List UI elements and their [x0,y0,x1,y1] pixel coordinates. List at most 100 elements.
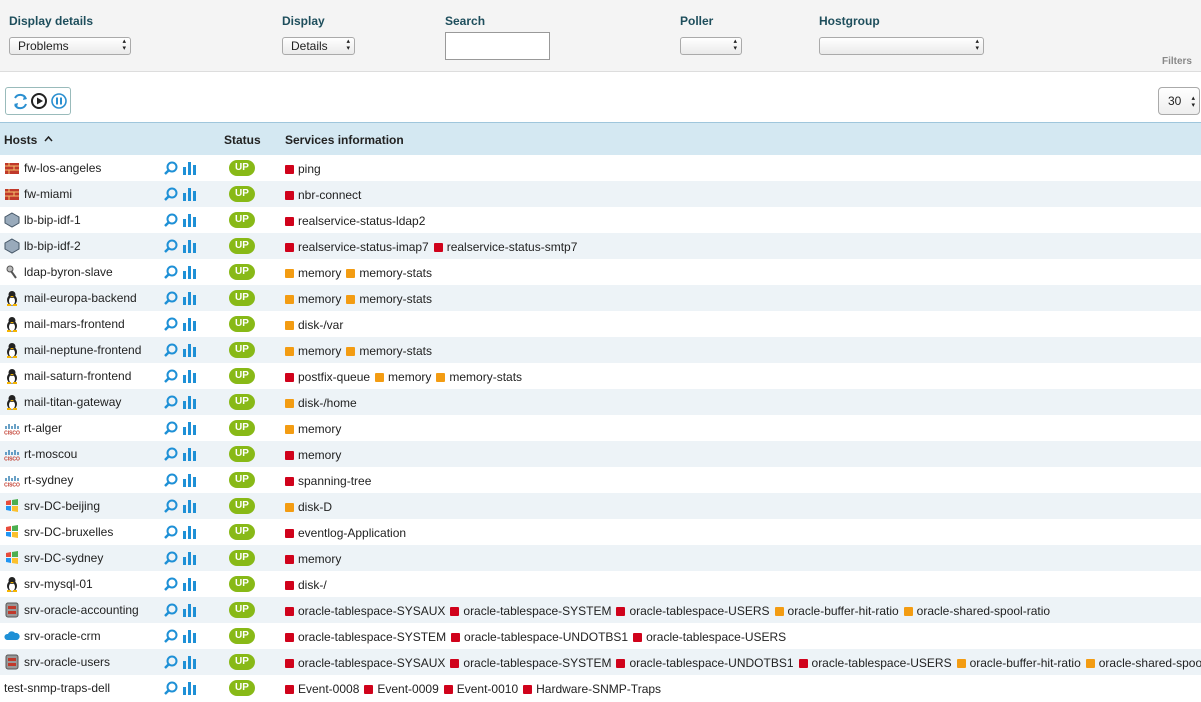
graph-icon[interactable] [183,577,196,594]
search-input[interactable] [445,32,550,60]
service[interactable]: oracle-tablespace-SYSAUX [285,604,445,618]
service-name[interactable]: memory-stats [359,266,433,280]
service[interactable]: disk-/home [285,396,357,410]
service[interactable]: oracle-shared-spool-ratio [903,604,1051,618]
graph-icon[interactable] [183,655,196,672]
service[interactable]: oracle-buffer-hit-ratio [956,656,1081,670]
service[interactable]: memory [285,266,341,280]
graph-icon[interactable] [183,421,196,438]
host-name[interactable]: srv-oracle-users [24,655,111,669]
service[interactable]: memory [285,292,341,306]
host-name[interactable]: srv-oracle-accounting [24,603,139,617]
host-name[interactable]: test-snmp-traps-dell [4,681,111,695]
host-details-icon[interactable] [164,603,178,620]
service-name[interactable]: Event-0010 [456,682,519,696]
service-name[interactable]: realservice-status-imap7 [298,240,429,254]
service-name[interactable]: memory [388,370,432,384]
service-name[interactable]: memory [298,344,342,358]
service-name[interactable]: memory-stats [449,370,523,384]
graph-icon[interactable] [183,265,196,282]
service[interactable]: postfix-queue [285,370,370,384]
graph-icon[interactable] [183,395,196,412]
service[interactable]: disk-/var [285,318,343,332]
host-name[interactable]: mail-titan-gateway [24,395,122,409]
graph-icon[interactable] [183,473,196,490]
service-name[interactable]: oracle-shared-spool-ratio [916,604,1051,618]
service-name[interactable]: memory-stats [359,344,433,358]
host-details-icon[interactable] [164,421,178,438]
service[interactable]: disk-/ [285,578,327,592]
service-name[interactable]: memory-stats [359,292,433,306]
service-name[interactable]: Hardware-SNMP-Traps [536,682,662,696]
graph-icon[interactable] [183,369,196,386]
service[interactable]: realservice-status-smtp7 [433,240,578,254]
service-name[interactable]: disk-/ [298,578,327,592]
host-name[interactable]: lb-bip-idf-2 [24,239,81,253]
service-name[interactable]: disk-/var [298,318,344,332]
service[interactable]: oracle-tablespace-USERS [633,630,786,644]
service-name[interactable]: oracle-tablespace-USERS [646,630,787,644]
host-details-icon[interactable] [164,369,178,386]
graph-icon[interactable] [183,447,196,464]
graph-icon[interactable] [183,187,196,204]
service-name[interactable]: spanning-tree [298,474,372,488]
host-details-icon[interactable] [164,473,178,490]
service[interactable]: memory [285,422,341,436]
service[interactable]: oracle-tablespace-USERS [616,604,770,618]
host-details-icon[interactable] [164,525,178,542]
host-name[interactable]: srv-DC-bruxelles [24,525,114,539]
select[interactable]: Details [282,37,355,55]
service-name[interactable]: Event-0008 [298,682,360,696]
graph-icon[interactable] [183,681,196,698]
host-name[interactable]: rt-alger [24,421,63,435]
service[interactable]: memory [285,344,341,358]
service[interactable]: Event-0008 [285,682,359,696]
select[interactable]: Problems [9,37,131,55]
graph-icon[interactable] [183,343,196,360]
host-details-icon[interactable] [164,447,178,464]
filters-tab[interactable]: Filters [1161,56,1192,67]
service[interactable]: oracle-shared-spool-ratio [1085,656,1201,670]
service[interactable]: Event-0009 [364,682,439,696]
service-name[interactable]: nbr-connect [298,188,362,202]
host-name[interactable]: mail-saturn-frontend [24,369,132,383]
service[interactable]: oracle-tablespace-SYSAUX [285,656,445,670]
host-details-icon[interactable] [164,499,178,516]
service[interactable]: oracle-tablespace-SYSTEM [450,656,611,670]
host-details-icon[interactable] [164,343,178,360]
service[interactable]: memory-stats [346,266,432,280]
graph-icon[interactable] [183,213,196,230]
service-name[interactable]: realservice-status-smtp7 [446,240,578,254]
service-name[interactable]: eventlog-Application [298,526,407,540]
service[interactable]: memory [285,448,341,462]
host-name[interactable]: srv-mysql-01 [24,577,93,591]
host-details-icon[interactable] [164,655,178,672]
service-name[interactable]: postfix-queue [298,370,371,384]
service-name[interactable]: oracle-tablespace-UNDOTBS1 [464,630,629,644]
service[interactable]: Event-0010 [443,682,519,696]
service-name[interactable]: oracle-tablespace-UNDOTBS1 [629,656,794,670]
host-details-icon[interactable] [164,681,178,698]
service-name[interactable]: disk-/home [298,396,357,410]
host-name[interactable]: rt-moscou [24,447,78,461]
service[interactable]: memory-stats [346,344,432,358]
service-name[interactable]: oracle-tablespace-SYSAUX [298,604,446,618]
per-page-select[interactable]: 30 [1158,87,1200,115]
host-name[interactable]: srv-DC-sydney [24,551,104,565]
service[interactable]: oracle-tablespace-UNDOTBS1 [616,656,794,670]
host-name[interactable]: mail-mars-frontend [24,317,125,331]
service[interactable]: nbr-connect [285,188,361,202]
service-name[interactable]: memory [298,292,342,306]
host-details-icon[interactable] [164,577,178,594]
service-name[interactable]: oracle-shared-spool-ratio [1098,656,1201,670]
host-name[interactable]: fw-miami [24,187,72,201]
service[interactable]: oracle-tablespace-UNDOTBS1 [451,630,628,644]
service[interactable]: Hardware-SNMP-Traps [523,682,661,696]
toolbar-icons[interactable] [6,88,72,116]
host-details-icon[interactable] [164,395,178,412]
service-name[interactable]: oracle-tablespace-SYSTEM [463,656,612,670]
service[interactable]: oracle-buffer-hit-ratio [774,604,899,618]
service-name[interactable]: Event-0009 [377,682,439,696]
service[interactable]: realservice-status-imap7 [285,240,429,254]
host-details-icon[interactable] [164,317,178,334]
